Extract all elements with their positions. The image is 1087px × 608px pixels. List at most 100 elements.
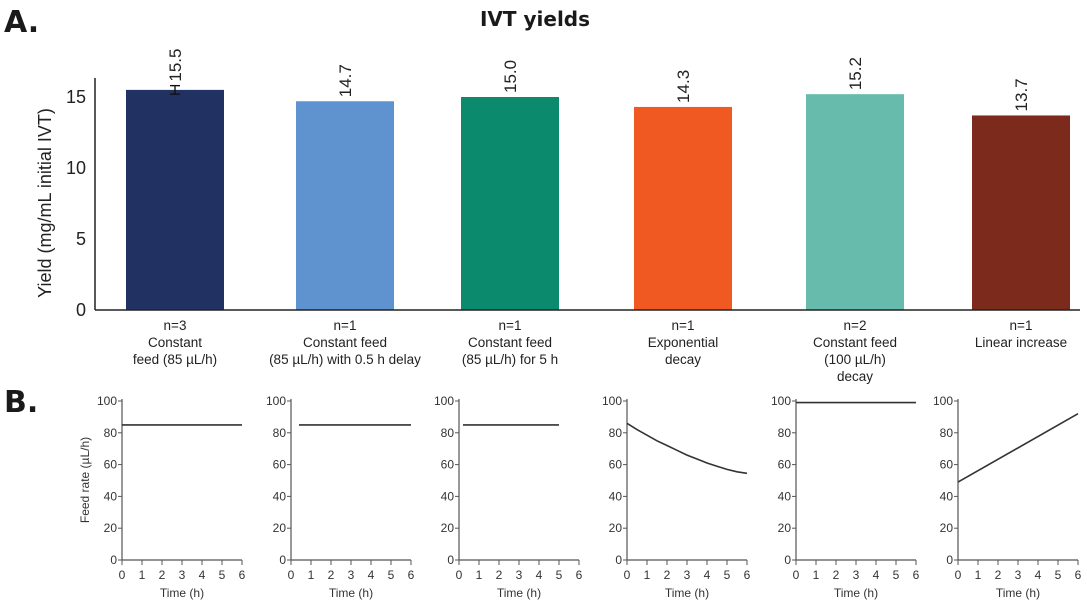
- category-label: n=1: [1010, 318, 1033, 333]
- value-label: 15.0: [501, 60, 520, 93]
- category-label: decay: [837, 369, 873, 384]
- x-tick-label: 4: [873, 568, 880, 582]
- y-tick-label: 100: [97, 394, 117, 408]
- y-tick-label: 20: [441, 521, 455, 535]
- value-label: 14.7: [336, 64, 355, 97]
- category-label: n=1: [499, 318, 522, 333]
- y-tick-label: 100: [771, 394, 791, 408]
- y-tick-label: 100: [434, 394, 454, 408]
- y-tick-label: 40: [609, 489, 623, 503]
- category-label: (85 µL/h) with 0.5 h delay: [269, 352, 421, 367]
- x-tick-label: 0: [119, 568, 126, 582]
- y-tick-label: 5: [76, 229, 86, 249]
- x-tick-label: 5: [219, 568, 226, 582]
- x-tick-label: 2: [496, 568, 503, 582]
- category-label: n=1: [334, 318, 357, 333]
- category-label: Constant: [148, 335, 202, 350]
- x-tick-label: 3: [1015, 568, 1022, 582]
- x-tick-label: 0: [456, 568, 463, 582]
- y-tick-label: 60: [778, 458, 792, 472]
- chart-title: IVT yields: [480, 7, 590, 31]
- x-tick-label: 5: [388, 568, 395, 582]
- x-tick-label: 3: [684, 568, 691, 582]
- y-tick-label: 10: [66, 158, 86, 178]
- x-tick-label: 6: [913, 568, 920, 582]
- y-tick-label: 20: [940, 521, 954, 535]
- feed-rate-line: [957, 413, 1079, 483]
- x-axis-label: Time (h): [665, 586, 709, 600]
- x-tick-label: 6: [1075, 568, 1082, 582]
- x-tick-label: 5: [1055, 568, 1062, 582]
- category-label: (100 µL/h): [824, 352, 886, 367]
- x-tick-label: 1: [813, 568, 820, 582]
- x-tick-label: 1: [644, 568, 651, 582]
- panel-b-letter: B.: [4, 385, 38, 420]
- category-label: Constant feed: [813, 335, 897, 350]
- y-tick-label: 20: [104, 521, 118, 535]
- bar-chart: Yield (mg/mL initial IVT) 0 5 10 15 15.5 14.…: [35, 49, 1080, 384]
- y-axis-ticks: 0 5 10 15: [66, 87, 86, 320]
- y-tick-label: 20: [778, 521, 792, 535]
- x-tick-label: 6: [408, 568, 415, 582]
- feed-rate-line: [626, 422, 748, 475]
- value-label: 15.2: [846, 57, 865, 90]
- x-tick-label: 0: [793, 568, 800, 582]
- x-axis-label: Time (h): [996, 586, 1040, 600]
- category-label: Linear increase: [975, 335, 1067, 350]
- y-tick-label: 0: [946, 553, 953, 567]
- value-label: 13.7: [1012, 78, 1031, 111]
- y-tick-label: 0: [615, 553, 622, 567]
- y-tick-label: 40: [104, 489, 118, 503]
- category-labels: n=3 Constant feed (85 µL/h) n=1 Constant fee…: [133, 318, 1067, 384]
- x-tick-label: 2: [664, 568, 671, 582]
- y-tick-label: 0: [76, 300, 86, 320]
- x-tick-label: 0: [624, 568, 631, 582]
- x-tick-label: 3: [516, 568, 523, 582]
- bar: [126, 89, 224, 311]
- bar: [634, 106, 732, 310]
- y-tick-label: 80: [609, 426, 623, 440]
- y-tick-label: 0: [279, 553, 286, 567]
- panel-a-letter: A.: [4, 5, 39, 40]
- y-tick-label: 0: [110, 553, 117, 567]
- x-tick-label: 2: [159, 568, 166, 582]
- y-tick-label: 20: [609, 521, 623, 535]
- bar: [972, 115, 1070, 311]
- y-tick-label: 100: [602, 394, 622, 408]
- x-tick-label: 1: [476, 568, 483, 582]
- bar: [806, 94, 904, 310]
- y-tick-label: 80: [273, 426, 287, 440]
- x-tick-label: 2: [833, 568, 840, 582]
- x-tick-label: 3: [348, 568, 355, 582]
- y-tick-label: 15: [66, 87, 86, 107]
- x-axis-label: Time (h): [497, 586, 541, 600]
- x-axis-label: Time (h): [160, 586, 204, 600]
- y-tick-label: 40: [273, 489, 287, 503]
- x-tick-label: 2: [995, 568, 1002, 582]
- category-label: Constant feed: [303, 335, 387, 350]
- x-tick-label: 3: [853, 568, 860, 582]
- x-tick-label: 1: [975, 568, 982, 582]
- y-tick-label: 60: [104, 458, 118, 472]
- y-tick-label: 80: [104, 426, 118, 440]
- x-tick-label: 5: [556, 568, 563, 582]
- x-tick-label: 4: [704, 568, 711, 582]
- x-tick-label: 1: [139, 568, 146, 582]
- x-tick-label: 2: [328, 568, 335, 582]
- x-axis-label: Time (h): [329, 586, 373, 600]
- category-label: n=2: [844, 318, 867, 333]
- category-label: n=3: [164, 318, 187, 333]
- category-label: n=1: [672, 318, 695, 333]
- y-tick-label: 0: [447, 553, 454, 567]
- feed-rate-y-label: Feed rate (µL/h): [78, 437, 92, 523]
- category-label: feed (85 µL/h): [133, 352, 217, 367]
- y-tick-label: 40: [940, 489, 954, 503]
- x-tick-label: 0: [288, 568, 295, 582]
- y-tick-label: 60: [273, 458, 287, 472]
